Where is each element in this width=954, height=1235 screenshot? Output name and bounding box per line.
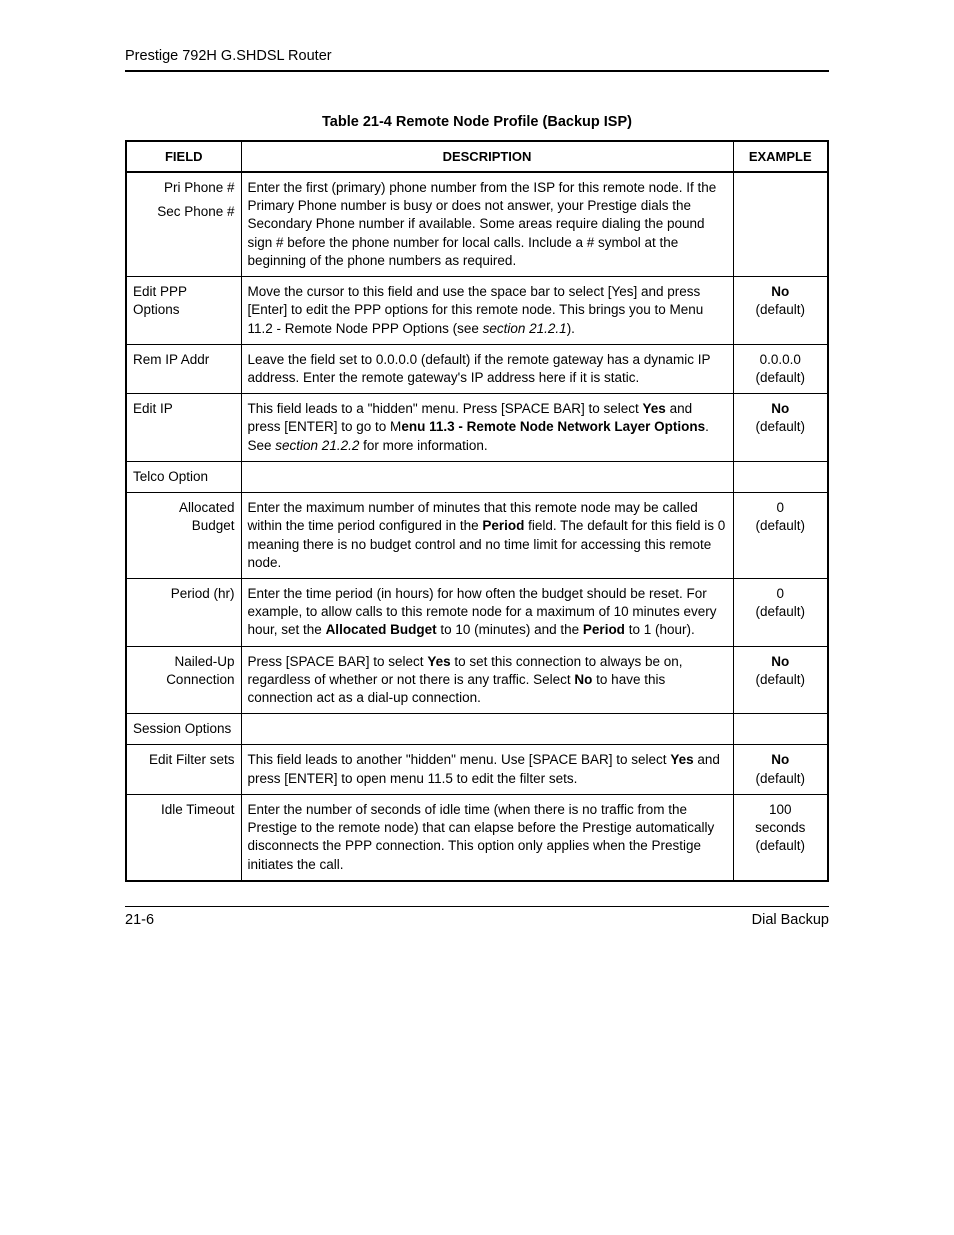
table-row: Period (hr) Enter the time period (in ho…	[126, 578, 828, 646]
table-caption: Table 21-4 Remote Node Profile (Backup I…	[125, 114, 829, 130]
example-cell-telco	[733, 461, 828, 492]
field-cell-period: Period (hr)	[126, 578, 241, 646]
field-cell-editip: Edit IP	[126, 394, 241, 462]
table-row: Telco Option	[126, 461, 828, 492]
desc-cell-filter: This field leads to another "hidden" men…	[241, 745, 733, 794]
field-sec-phone: Sec Phone #	[133, 203, 235, 221]
table-row: Edit PPP Options Move the cursor to this…	[126, 277, 828, 345]
desc-cell-remip: Leave the field set to 0.0.0.0 (default)…	[241, 344, 733, 393]
field-cell-telco: Telco Option	[126, 461, 241, 492]
example-cell-remip: 0.0.0.0 (default)	[733, 344, 828, 393]
example-cell-filter: No (default)	[733, 745, 828, 794]
field-cell-allocated: Allocated Budget	[126, 493, 241, 579]
table-row: Nailed-Up Connection Press [SPACE BAR] t…	[126, 646, 828, 714]
example-cell-nailed: No (default)	[733, 646, 828, 714]
example-cell-editip: No (default)	[733, 394, 828, 462]
field-cell-idle: Idle Timeout	[126, 794, 241, 880]
field-cell-editppp: Edit PPP Options	[126, 277, 241, 345]
desc-cell-nailed: Press [SPACE BAR] to select Yes to set t…	[241, 646, 733, 714]
table-row: Idle Timeout Enter the number of seconds…	[126, 794, 828, 880]
table-row: Edit IP This field leads to a "hidden" m…	[126, 394, 828, 462]
field-cell-session: Session Options	[126, 714, 241, 745]
header-field: FIELD	[126, 141, 241, 172]
footer-page-number: 21-6	[125, 912, 154, 928]
table-header-row: FIELD DESCRIPTION EXAMPLE	[126, 141, 828, 172]
desc-cell-idle: Enter the number of seconds of idle time…	[241, 794, 733, 880]
example-cell-session	[733, 714, 828, 745]
field-cell-phone: Pri Phone # Sec Phone #	[126, 172, 241, 277]
example-cell-period: 0 (default)	[733, 578, 828, 646]
desc-cell-telco	[241, 461, 733, 492]
field-cell-filter: Edit Filter sets	[126, 745, 241, 794]
desc-cell-session	[241, 714, 733, 745]
header-description: DESCRIPTION	[241, 141, 733, 172]
field-cell-remip: Rem IP Addr	[126, 344, 241, 393]
field-cell-nailed: Nailed-Up Connection	[126, 646, 241, 714]
header-example: EXAMPLE	[733, 141, 828, 172]
example-cell-allocated: 0 (default)	[733, 493, 828, 579]
desc-cell-editppp: Move the cursor to this field and use th…	[241, 277, 733, 345]
page-header: Prestige 792H G.SHDSL Router	[125, 48, 829, 72]
footer-section-name: Dial Backup	[752, 912, 829, 928]
remote-node-table: FIELD DESCRIPTION EXAMPLE Pri Phone # Se…	[125, 140, 829, 882]
table-row: Pri Phone # Sec Phone # Enter the first …	[126, 172, 828, 277]
page-footer: 21-6 Dial Backup	[125, 906, 829, 928]
field-pri-phone: Pri Phone #	[133, 179, 235, 197]
desc-cell-period: Enter the time period (in hours) for how…	[241, 578, 733, 646]
example-cell-editppp: No (default)	[733, 277, 828, 345]
table-row: Rem IP Addr Leave the field set to 0.0.0…	[126, 344, 828, 393]
desc-cell-allocated: Enter the maximum number of minutes that…	[241, 493, 733, 579]
table-row: Session Options	[126, 714, 828, 745]
page-header-title: Prestige 792H G.SHDSL Router	[125, 48, 829, 64]
desc-cell-editip: This field leads to a "hidden" menu. Pre…	[241, 394, 733, 462]
example-cell-phone	[733, 172, 828, 277]
table-row: Edit Filter sets This field leads to ano…	[126, 745, 828, 794]
example-cell-idle: 100 seconds (default)	[733, 794, 828, 880]
table-row: Allocated Budget Enter the maximum numbe…	[126, 493, 828, 579]
desc-cell-phone: Enter the first (primary) phone number f…	[241, 172, 733, 277]
